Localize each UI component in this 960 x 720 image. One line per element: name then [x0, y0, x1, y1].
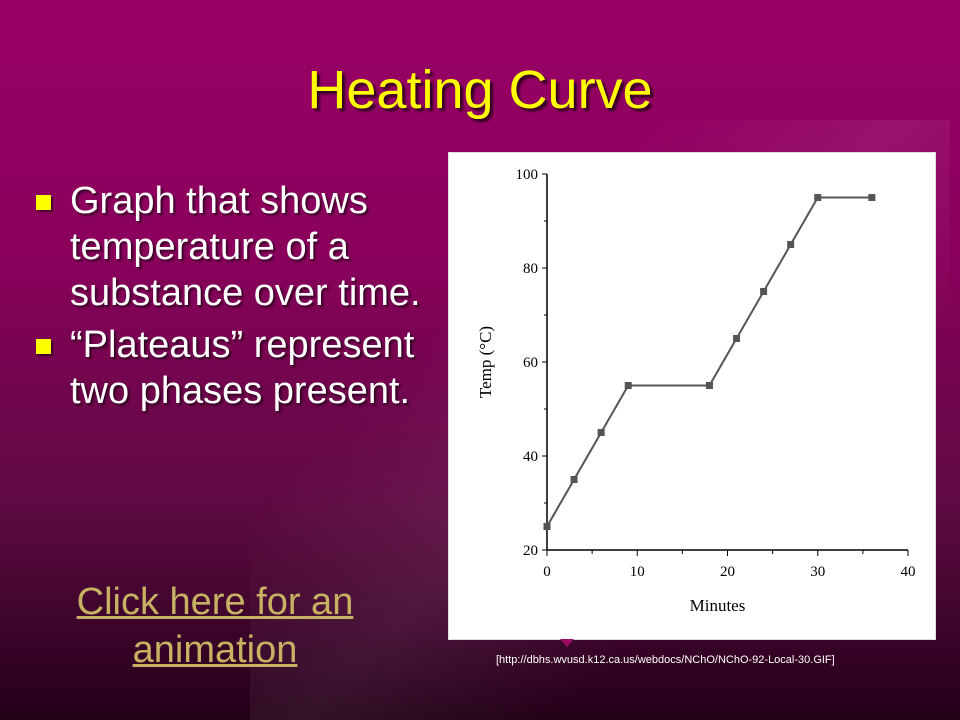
x-tick-label: 20	[720, 564, 735, 580]
data-point	[705, 382, 713, 389]
animation-link[interactable]: Click here for an animation	[76, 581, 354, 671]
data-point	[597, 429, 605, 436]
data-point	[570, 476, 578, 483]
bullet-square-icon	[36, 195, 51, 210]
x-tick-label: 30	[810, 564, 825, 580]
data-point	[814, 194, 822, 201]
data-point	[760, 288, 768, 295]
y-tick-label: 60	[523, 355, 538, 371]
bullet-text: Graph that shows temperature of a substa…	[70, 180, 421, 314]
x-tick-label: 10	[630, 564, 645, 580]
chart-panel: 20 40 60 80 100 0 10 20 30 40 Minutes Temp (°C)	[449, 153, 935, 639]
bullet-square-icon	[36, 339, 51, 354]
data-point	[543, 523, 551, 530]
data-point	[868, 194, 876, 201]
bullet-item: Graph that shows temperature of a substa…	[36, 178, 436, 316]
y-tick-label: 100	[516, 167, 539, 183]
bullet-text: “Plateaus” represent two phases present.	[70, 324, 415, 412]
heating-curve-chart: 20 40 60 80 100 0 10 20 30 40 Minutes Temp (°C)	[476, 167, 916, 615]
x-axis-label: Minutes	[690, 596, 746, 615]
x-tick-label: 0	[543, 564, 551, 580]
data-point	[624, 382, 632, 389]
series-line	[546, 196, 872, 527]
x-tick-label: 40	[901, 564, 916, 580]
y-tick-label: 20	[523, 543, 538, 559]
slide-title: Heating Curve	[307, 60, 653, 120]
image-source-caption: [http://dbhs.wvusd.k12.ca.us/webdocs/NCh…	[496, 654, 835, 666]
y-tick-label: 80	[523, 261, 538, 277]
data-point	[733, 335, 741, 342]
bullet-item: “Plateaus” represent two phases present.	[36, 322, 436, 414]
bullet-list: Graph that shows temperature of a substa…	[36, 178, 436, 420]
y-tick-label: 40	[523, 449, 538, 465]
data-point	[787, 241, 795, 248]
y-axis-label: Temp (°C)	[476, 326, 495, 398]
pointer-triangle-icon	[560, 639, 574, 647]
